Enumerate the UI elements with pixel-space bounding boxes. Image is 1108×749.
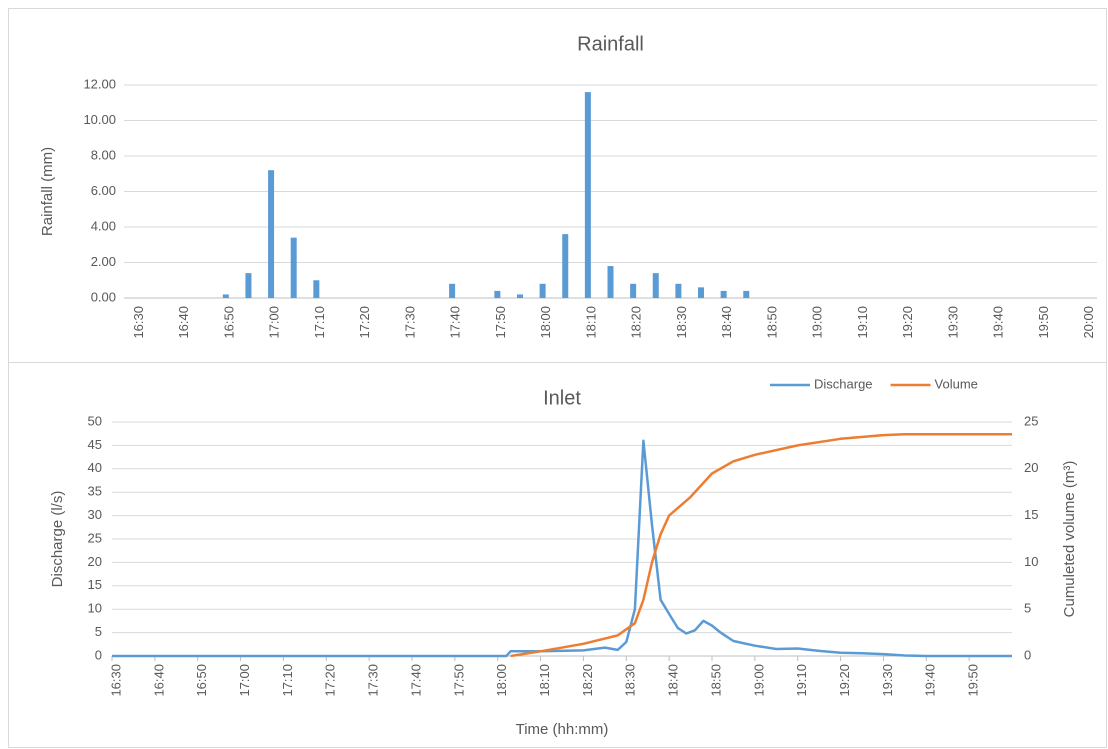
x-tick-label: 17:20	[323, 664, 338, 697]
bar	[743, 290, 750, 298]
y-tick-label: 35	[88, 484, 102, 499]
x-tick-label: 18:40	[666, 664, 681, 697]
x-tick-label: 18:10	[583, 306, 598, 339]
legend-label: Volume	[935, 376, 978, 391]
y-tick-label: 20	[88, 554, 102, 569]
bar	[449, 283, 456, 298]
x-axis-label: Time (hh:mm)	[516, 721, 609, 738]
x-tick-label: 16:50	[221, 306, 236, 339]
x-tick-label: 18:50	[764, 306, 779, 339]
bar	[607, 266, 614, 298]
x-tick-label: 19:20	[837, 664, 852, 697]
y-axis-label: Discharge (l/s)	[49, 491, 66, 588]
x-tick-label: 19:40	[923, 664, 938, 697]
bar	[539, 283, 546, 298]
y-tick-label: 15	[88, 577, 102, 592]
legend-label: Discharge	[814, 376, 873, 391]
x-tick-label: 16:40	[151, 664, 166, 697]
x-tick-label: 19:00	[751, 664, 766, 697]
y-tick-label: 25	[88, 530, 102, 545]
y-tick-label: 12.00	[83, 76, 116, 91]
x-tick-label: 19:30	[945, 306, 960, 339]
y-tick-label: 0	[95, 647, 102, 662]
chart-title: Rainfall	[577, 33, 644, 55]
x-tick-label: 17:10	[280, 664, 295, 697]
y2-tick-label: 25	[1024, 413, 1038, 428]
x-tick-label: 19:30	[880, 664, 895, 697]
x-tick-label: 18:20	[580, 664, 595, 697]
x-tick-label: 16:40	[176, 306, 191, 339]
bar	[245, 273, 252, 298]
x-tick-label: 16:30	[108, 664, 123, 697]
y-tick-label: 30	[88, 507, 102, 522]
x-tick-label: 19:00	[810, 306, 825, 339]
x-tick-label: 18:00	[538, 306, 553, 339]
y-tick-label: 0.00	[91, 289, 116, 304]
bar	[494, 290, 501, 298]
bar	[222, 294, 229, 298]
chart-border	[8, 8, 1107, 363]
y-tick-label: 5	[95, 624, 102, 639]
x-tick-label: 20:00	[1081, 306, 1096, 339]
x-tick-label: 18:10	[537, 664, 552, 697]
x-tick-label: 18:00	[494, 664, 509, 697]
x-tick-label: 17:50	[493, 306, 508, 339]
x-tick-label: 18:30	[623, 664, 638, 697]
x-tick-label: 17:40	[408, 664, 423, 697]
bar	[268, 170, 275, 298]
x-tick-label: 16:30	[131, 306, 146, 339]
y2-axis-label: Cumuleted volume (m³)	[1061, 461, 1078, 618]
bar	[652, 273, 659, 298]
bar	[698, 287, 705, 298]
y2-tick-label: 5	[1024, 601, 1031, 616]
x-tick-label: 19:40	[991, 306, 1006, 339]
y-tick-label: 10	[88, 601, 102, 616]
x-tick-label: 19:50	[1036, 306, 1051, 339]
bar	[720, 290, 727, 298]
line-series	[112, 439, 1012, 658]
y2-tick-label: 0	[1024, 647, 1031, 662]
y2-tick-label: 20	[1024, 460, 1038, 475]
line-series	[510, 432, 1012, 658]
x-tick-label: 17:40	[448, 306, 463, 339]
y-tick-label: 45	[88, 437, 102, 452]
chart-title: Inlet	[543, 387, 581, 409]
x-tick-label: 17:20	[357, 306, 372, 339]
y-tick-label: 50	[88, 413, 102, 428]
bar	[675, 283, 682, 298]
bar	[562, 234, 569, 298]
y-tick-label: 2.00	[91, 254, 116, 269]
x-tick-label: 17:00	[237, 664, 252, 697]
x-tick-label: 18:20	[629, 306, 644, 339]
chart-border	[8, 362, 1107, 748]
x-tick-label: 17:00	[267, 306, 282, 339]
y-axis-label: Rainfall (mm)	[39, 147, 56, 236]
x-tick-label: 17:10	[312, 306, 327, 339]
x-tick-label: 17:30	[402, 306, 417, 339]
x-tick-label: 19:50	[966, 664, 981, 697]
x-tick-label: 18:30	[674, 306, 689, 339]
x-tick-label: 19:10	[794, 664, 809, 697]
x-tick-label: 16:50	[194, 664, 209, 697]
bar	[630, 283, 637, 298]
bar	[290, 237, 297, 298]
y-tick-label: 40	[88, 460, 102, 475]
x-tick-label: 17:30	[366, 664, 381, 697]
bar	[516, 294, 523, 298]
y2-tick-label: 15	[1024, 507, 1038, 522]
x-tick-label: 17:50	[451, 664, 466, 697]
y2-tick-label: 10	[1024, 554, 1038, 569]
x-tick-label: 18:40	[719, 306, 734, 339]
y-tick-label: 6.00	[91, 183, 116, 198]
x-tick-label: 18:50	[708, 664, 723, 697]
x-tick-label: 19:20	[900, 306, 915, 339]
y-tick-label: 4.00	[91, 218, 116, 233]
y-tick-label: 8.00	[91, 147, 116, 162]
bar	[313, 280, 320, 298]
y-tick-label: 10.00	[83, 112, 116, 127]
x-tick-label: 19:10	[855, 306, 870, 339]
bar	[584, 92, 591, 298]
